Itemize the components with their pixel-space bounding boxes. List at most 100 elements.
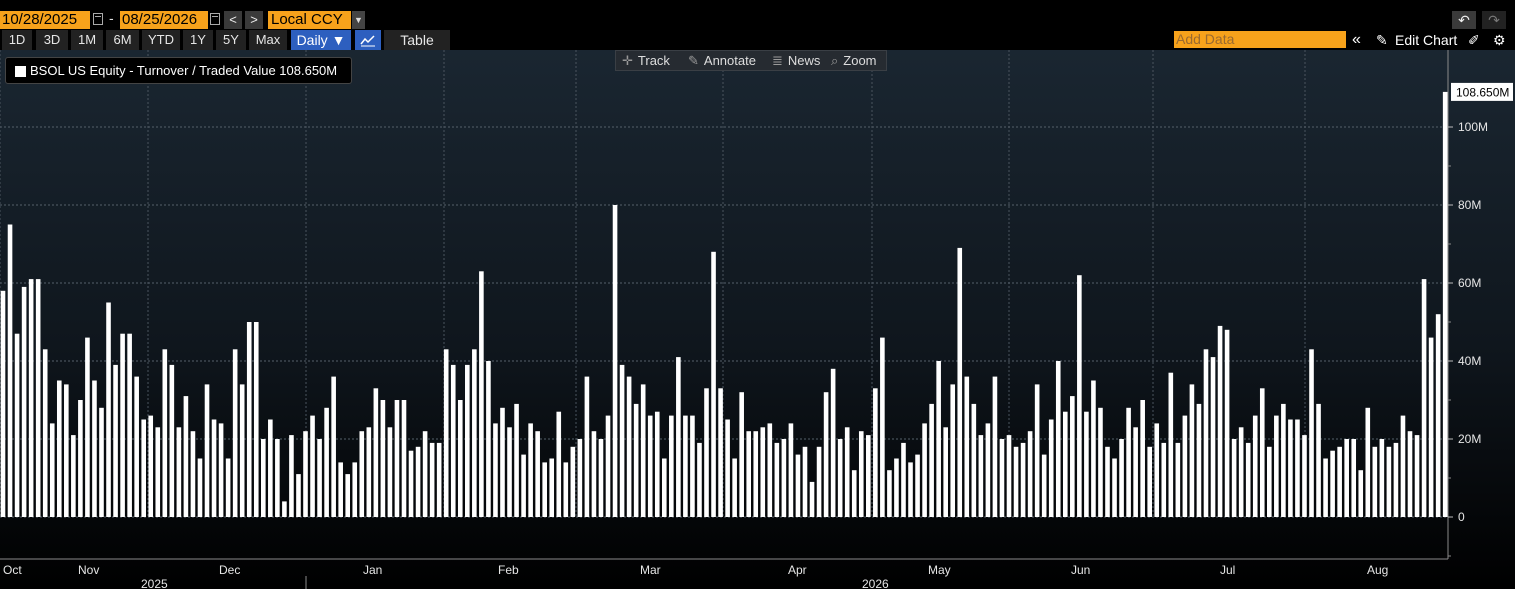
redo-button[interactable]: ↷ bbox=[1482, 11, 1506, 29]
turnover-bar[interactable] bbox=[964, 376, 970, 517]
turnover-bar[interactable] bbox=[704, 388, 709, 517]
turnover-bar[interactable] bbox=[1400, 415, 1406, 517]
currency-dropdown-icon[interactable]: ▼ bbox=[352, 11, 365, 29]
turnover-bar[interactable] bbox=[598, 439, 604, 517]
turnover-bar[interactable] bbox=[85, 337, 90, 517]
turnover-bar[interactable] bbox=[1267, 446, 1272, 517]
turnover-bar[interactable] bbox=[563, 462, 569, 517]
turnover-bar[interactable] bbox=[169, 364, 175, 517]
range-1y-button[interactable]: 1Y bbox=[183, 30, 213, 50]
turnover-bar[interactable] bbox=[992, 376, 998, 517]
turnover-bar[interactable] bbox=[1189, 384, 1195, 517]
turnover-bar[interactable] bbox=[999, 439, 1005, 517]
turnover-bar[interactable] bbox=[866, 435, 871, 517]
turnover-bar[interactable] bbox=[120, 333, 125, 517]
line-chart-icon[interactable] bbox=[355, 30, 381, 50]
turnover-bar[interactable] bbox=[1421, 279, 1427, 517]
turnover-bar[interactable] bbox=[739, 392, 744, 517]
turnover-bar[interactable] bbox=[774, 442, 780, 517]
turnover-bar[interactable] bbox=[1126, 407, 1131, 517]
turnover-bar[interactable] bbox=[880, 337, 885, 517]
turnover-bar[interactable] bbox=[570, 446, 576, 517]
turnover-bar[interactable] bbox=[1393, 442, 1399, 517]
end-date-field[interactable]: 08/25/2026 bbox=[120, 11, 208, 29]
turnover-bar[interactable] bbox=[113, 364, 118, 517]
turnover-bar[interactable] bbox=[380, 400, 386, 517]
turnover-bar[interactable] bbox=[683, 415, 688, 517]
turnover-bar[interactable] bbox=[1252, 415, 1258, 517]
range-1d-button[interactable]: 1D bbox=[2, 30, 32, 50]
next-period-button[interactable]: > bbox=[245, 11, 263, 29]
turnover-bar[interactable] bbox=[528, 423, 533, 517]
edit-chart-button[interactable]: Edit Chart bbox=[1395, 32, 1458, 48]
turnover-bar[interactable] bbox=[1070, 396, 1075, 517]
turnover-bar[interactable] bbox=[415, 446, 421, 517]
turnover-bar[interactable] bbox=[232, 349, 238, 517]
turnover-bar[interactable] bbox=[211, 419, 217, 518]
range-3d-button[interactable]: 3D bbox=[36, 30, 68, 50]
turnover-bar[interactable] bbox=[647, 415, 653, 517]
turnover-bar[interactable] bbox=[767, 423, 773, 517]
turnover-bar[interactable] bbox=[1259, 388, 1265, 517]
turnover-bar[interactable] bbox=[296, 474, 301, 517]
turnover-bar[interactable] bbox=[851, 470, 857, 517]
track-tool[interactable]: ✛ Track bbox=[622, 52, 670, 70]
turnover-bar[interactable] bbox=[612, 205, 618, 517]
turnover-bar[interactable] bbox=[1140, 400, 1145, 517]
turnover-bar[interactable] bbox=[1435, 314, 1441, 517]
turnover-bar[interactable] bbox=[134, 376, 139, 517]
turnover-bar[interactable] bbox=[633, 403, 639, 517]
turnover-bar[interactable] bbox=[1224, 329, 1230, 517]
turnover-bar[interactable] bbox=[676, 357, 681, 517]
turnover-bar[interactable] bbox=[690, 415, 695, 517]
turnover-bar[interactable] bbox=[1084, 411, 1089, 517]
turnover-bar[interactable] bbox=[802, 446, 808, 517]
turnover-bar[interactable] bbox=[64, 384, 69, 517]
turnover-bar[interactable] bbox=[1330, 450, 1335, 517]
turnover-bar[interactable] bbox=[640, 384, 646, 517]
add-data-input[interactable]: Add Data bbox=[1174, 31, 1346, 48]
turnover-bar[interactable] bbox=[465, 364, 470, 517]
turnover-bar[interactable] bbox=[1062, 411, 1068, 517]
turnover-bar[interactable] bbox=[943, 427, 948, 517]
start-calendar-icon[interactable] bbox=[93, 13, 103, 25]
turnover-bar[interactable] bbox=[1281, 403, 1286, 517]
turnover-bar[interactable] bbox=[535, 431, 540, 517]
turnover-bar[interactable] bbox=[436, 442, 442, 517]
turnover-bar[interactable] bbox=[1041, 454, 1047, 517]
turnover-bar[interactable] bbox=[1386, 446, 1392, 517]
turnover-bar[interactable] bbox=[246, 322, 252, 517]
turnover-bar[interactable] bbox=[1238, 427, 1244, 517]
turnover-bar[interactable] bbox=[929, 403, 934, 517]
turnover-bar[interactable] bbox=[176, 427, 182, 517]
turnover-bar[interactable] bbox=[1203, 349, 1209, 517]
turnover-bar[interactable] bbox=[1161, 442, 1167, 517]
turnover-bar[interactable] bbox=[359, 431, 365, 517]
turnover-bar[interactable] bbox=[1302, 435, 1307, 517]
turnover-bar[interactable] bbox=[155, 427, 161, 517]
turnover-bar[interactable] bbox=[14, 333, 20, 517]
turnover-bar[interactable] bbox=[1154, 423, 1160, 517]
turnover-bar[interactable] bbox=[162, 349, 168, 517]
table-view-button[interactable]: Table bbox=[384, 30, 450, 50]
turnover-bar[interactable] bbox=[753, 431, 759, 517]
turnover-bar[interactable] bbox=[521, 454, 526, 517]
turnover-bar[interactable] bbox=[7, 224, 13, 518]
turnover-bar[interactable] bbox=[493, 423, 498, 517]
turnover-bar[interactable] bbox=[978, 435, 984, 517]
turnover-bar[interactable] bbox=[626, 376, 632, 517]
turnover-bar[interactable] bbox=[1217, 325, 1223, 517]
turnover-bar[interactable] bbox=[971, 403, 977, 517]
zoom-tool[interactable]: ⌕ Zoom bbox=[831, 52, 877, 70]
turnover-bar[interactable] bbox=[605, 415, 611, 517]
turnover-bar[interactable] bbox=[92, 380, 97, 518]
turnover-bar[interactable] bbox=[1344, 439, 1349, 517]
turnover-bar[interactable] bbox=[556, 411, 562, 517]
turnover-bar[interactable] bbox=[1316, 403, 1321, 517]
turnover-bar[interactable] bbox=[218, 423, 224, 517]
turnover-bar[interactable] bbox=[260, 439, 266, 517]
bar-chart[interactable]: 0 20M 40M 60M 80M 100M 108.650M Oct Nov Dec Jan Feb… bbox=[0, 50, 1515, 589]
range-5y-button[interactable]: 5Y bbox=[216, 30, 246, 50]
turnover-bar[interactable] bbox=[830, 368, 836, 517]
turnover-bar[interactable] bbox=[401, 400, 407, 517]
